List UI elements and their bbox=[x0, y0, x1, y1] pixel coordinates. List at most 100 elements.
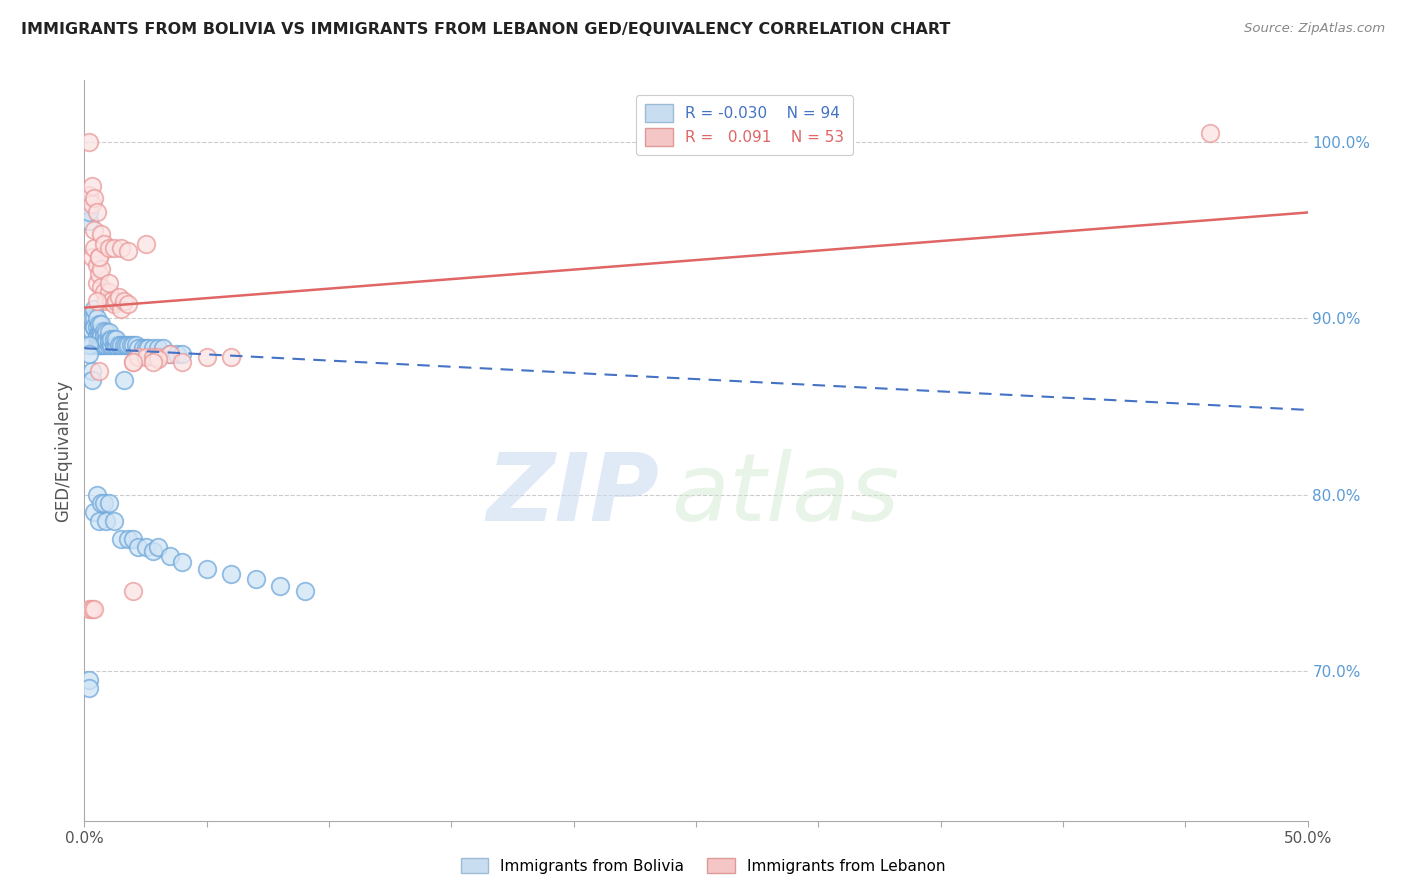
Point bbox=[90, 279, 112, 293]
Point bbox=[135, 237, 157, 252]
Point bbox=[105, 337, 128, 351]
Point bbox=[127, 541, 149, 555]
Point bbox=[93, 332, 115, 346]
Point bbox=[132, 341, 155, 355]
Point bbox=[90, 324, 112, 338]
Point bbox=[87, 364, 110, 378]
Point bbox=[77, 681, 100, 696]
Point bbox=[77, 602, 100, 616]
Point bbox=[87, 337, 110, 351]
Point bbox=[269, 579, 291, 593]
Y-axis label: GED/Equivalency: GED/Equivalency bbox=[55, 379, 73, 522]
Point bbox=[80, 602, 103, 616]
Legend: R = -0.030    N = 94, R =   0.091    N = 53: R = -0.030 N = 94, R = 0.091 N = 53 bbox=[637, 95, 853, 155]
Point bbox=[172, 346, 194, 360]
Point bbox=[97, 285, 120, 299]
Point bbox=[159, 346, 181, 360]
Point bbox=[117, 532, 139, 546]
Point bbox=[80, 250, 103, 264]
Point bbox=[110, 241, 132, 255]
Point bbox=[159, 346, 181, 360]
Point bbox=[112, 293, 135, 308]
Point bbox=[77, 205, 100, 219]
Point bbox=[97, 332, 120, 346]
Point bbox=[80, 364, 103, 378]
Point bbox=[115, 337, 138, 351]
Point bbox=[87, 332, 110, 346]
Point bbox=[86, 329, 108, 343]
Point bbox=[146, 350, 169, 364]
Point bbox=[112, 337, 135, 351]
Legend: Immigrants from Bolivia, Immigrants from Lebanon: Immigrants from Bolivia, Immigrants from… bbox=[454, 852, 952, 880]
Point bbox=[122, 355, 145, 369]
Point bbox=[135, 350, 157, 364]
Point bbox=[80, 337, 103, 351]
Text: Source: ZipAtlas.com: Source: ZipAtlas.com bbox=[1244, 22, 1385, 36]
Text: atlas: atlas bbox=[672, 450, 900, 541]
Point bbox=[125, 337, 148, 351]
Point bbox=[219, 566, 242, 581]
Point bbox=[80, 324, 103, 338]
Point bbox=[90, 496, 112, 510]
Point bbox=[87, 329, 110, 343]
Point bbox=[97, 276, 120, 290]
Point bbox=[93, 496, 115, 510]
Point bbox=[96, 332, 118, 346]
Point bbox=[146, 351, 169, 366]
Point bbox=[142, 341, 165, 355]
Point bbox=[93, 285, 115, 299]
Point bbox=[83, 241, 105, 255]
Point bbox=[112, 373, 135, 387]
Point bbox=[100, 337, 122, 351]
Point bbox=[219, 350, 242, 364]
Point bbox=[110, 302, 132, 317]
Point bbox=[142, 355, 165, 369]
Point bbox=[83, 505, 105, 519]
Point bbox=[136, 341, 159, 355]
Point bbox=[103, 332, 125, 346]
Point bbox=[117, 297, 139, 311]
Point bbox=[107, 290, 129, 304]
Point bbox=[77, 214, 100, 228]
Point bbox=[77, 346, 100, 360]
Point bbox=[87, 514, 110, 528]
Point bbox=[86, 293, 108, 308]
Point bbox=[77, 337, 100, 351]
Text: IMMIGRANTS FROM BOLIVIA VS IMMIGRANTS FROM LEBANON GED/EQUIVALENCY CORRELATION C: IMMIGRANTS FROM BOLIVIA VS IMMIGRANTS FR… bbox=[21, 22, 950, 37]
Point bbox=[97, 337, 120, 351]
Point bbox=[146, 341, 169, 355]
Point bbox=[195, 350, 218, 364]
Point bbox=[120, 337, 142, 351]
Point bbox=[142, 544, 165, 558]
Point bbox=[122, 337, 145, 351]
Point bbox=[166, 346, 188, 360]
Point bbox=[110, 337, 132, 351]
Point bbox=[80, 373, 103, 387]
Point bbox=[87, 317, 110, 331]
Point bbox=[90, 329, 112, 343]
Point bbox=[86, 329, 108, 343]
Point bbox=[107, 337, 129, 351]
Point bbox=[96, 334, 118, 348]
Point bbox=[96, 514, 118, 528]
Point bbox=[100, 293, 122, 308]
Point bbox=[90, 317, 112, 331]
Point bbox=[86, 320, 108, 334]
Point bbox=[100, 332, 122, 346]
Point bbox=[103, 241, 125, 255]
Point bbox=[86, 311, 108, 326]
Point bbox=[86, 258, 108, 272]
Point bbox=[83, 302, 105, 317]
Point bbox=[1198, 126, 1220, 140]
Point bbox=[110, 532, 132, 546]
Point bbox=[83, 320, 105, 334]
Point bbox=[103, 297, 125, 311]
Point bbox=[105, 293, 128, 308]
Point bbox=[159, 549, 181, 564]
Point bbox=[105, 332, 128, 346]
Point bbox=[117, 337, 139, 351]
Point bbox=[172, 355, 194, 369]
Point bbox=[90, 261, 112, 276]
Text: ZIP: ZIP bbox=[486, 449, 659, 541]
Point bbox=[135, 341, 157, 355]
